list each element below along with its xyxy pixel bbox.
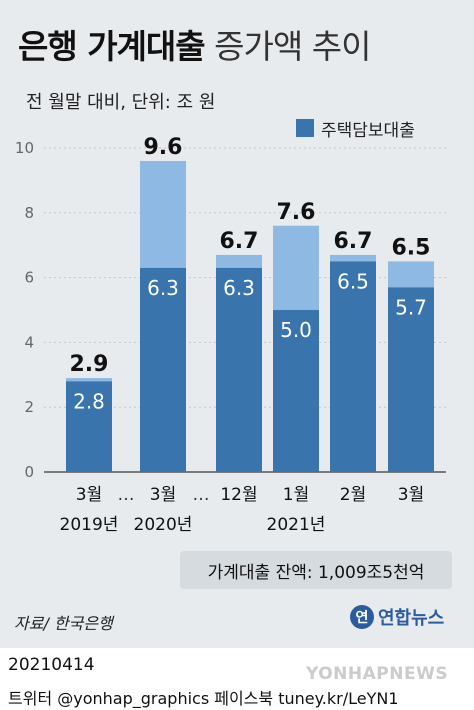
mortgage-value-label: 5.0 [280,318,312,342]
bar-total-segment [216,254,262,268]
mortgage-value-label: 5.7 [395,295,427,319]
bar-total-segment [388,261,434,288]
bar-mortgage-segment [388,287,434,472]
source-label: 자료/ 한국은행 [14,614,113,633]
y-tick-label: 0 [24,463,34,481]
logo-mark: 연 [350,605,374,629]
title-bold: 은행 가계대출 [18,27,206,66]
year-label: 2019년 [60,515,119,535]
bar-chart: 0 2 4 6 8 10 2.9 2.8 3월 2019년 9.6 6.3 3월 2020년 6.7 6.3 1… [15,135,446,535]
x-tick-label: 3월 [76,485,102,505]
legend-swatch [296,119,314,137]
yonhap-logo: 연 연합뉴스 [350,604,444,630]
watermark: YONHAPNEWS [306,664,449,684]
total-value-label: 6.7 [334,229,373,254]
bar-total-segment [66,378,112,382]
bar-mortgage-segment [330,261,376,472]
bar-mortgage-segment [140,267,186,472]
total-value-label: 9.6 [144,135,183,160]
y-tick-label: 6 [24,269,34,287]
y-tick-label: 4 [24,333,34,351]
y-tick-label: 8 [24,204,34,222]
x-tick-label: 3월 [150,485,176,505]
chart-subtitle: 전 월말 대비, 단위: 조 원 [26,92,216,113]
total-value-label: 7.6 [277,200,316,225]
mortgage-value-label: 2.8 [73,389,105,413]
balance-note: 가계대출 잔액: 1,009조5천억 [180,551,452,589]
bar-total-segment [273,225,319,310]
mortgage-value-label: 6.5 [337,269,369,293]
legend: 주택담보대출 [296,117,415,141]
bar-mortgage-segment [216,267,262,472]
bar-mortgage-segment [273,310,319,472]
axis-break-ellipsis: … [193,485,210,505]
x-tick-label: 1월 [283,485,309,505]
publish-date: 20210414 [8,655,95,675]
mortgage-value-label: 6.3 [147,276,179,300]
title-normal: 증가액 추이 [214,27,371,66]
bar-total-segment [330,254,376,262]
mortgage-value-label: 6.3 [223,276,255,300]
total-value-label: 6.7 [220,229,259,254]
bar-total-segment [140,160,186,268]
year-label: 2020년 [134,515,193,535]
total-value-label: 2.9 [70,352,109,377]
total-value-label: 6.5 [392,235,431,260]
x-tick-label: 2월 [340,485,366,505]
legend-label: 주택담보대출 [321,120,415,141]
y-tick-label: 2 [24,398,34,416]
infographic-card: 은행 가계대출 증가액 추이 전 월말 대비, 단위: 조 원 주택담보대출 0… [0,0,474,648]
y-tick-label: 10 [15,139,34,157]
year-label: 2021년 [267,515,326,535]
axis-break-ellipsis: … [118,485,135,505]
x-tick-label: 12월 [220,485,257,505]
chart-title: 은행 가계대출 증가액 추이 [18,20,371,68]
logo-text: 연합뉴스 [378,608,445,629]
x-tick-label: 3월 [398,485,424,505]
social-credit: 트위터 @yonhap_graphics 페이스북 tuney.kr/LeYN1 [8,689,399,708]
bar-mortgage-segment [66,381,112,472]
